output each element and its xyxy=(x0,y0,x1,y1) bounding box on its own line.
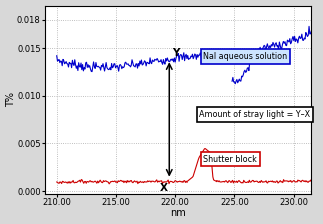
Text: Y: Y xyxy=(172,48,179,58)
Text: Shutter block: Shutter block xyxy=(203,155,257,164)
X-axis label: nm: nm xyxy=(170,209,186,218)
Text: NaI aqueous solution: NaI aqueous solution xyxy=(203,52,287,61)
Text: Amount of stray light = Y–X: Amount of stray light = Y–X xyxy=(200,110,311,119)
Y-axis label: T%: T% xyxy=(5,92,16,107)
Text: X: X xyxy=(160,183,168,194)
